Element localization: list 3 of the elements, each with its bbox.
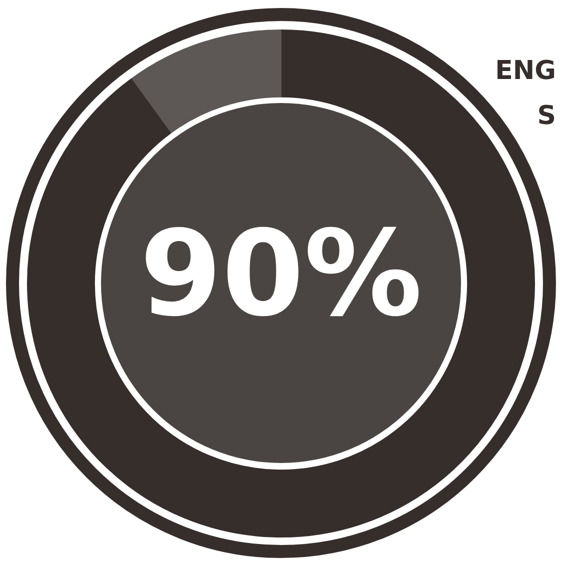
text: 90% xyxy=(140,204,422,343)
text: ENG xyxy=(495,56,556,86)
text: S xyxy=(537,100,556,131)
